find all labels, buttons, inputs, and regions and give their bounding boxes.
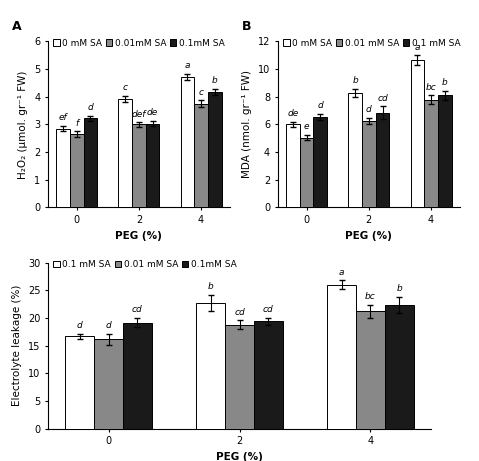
X-axis label: PEG (%): PEG (%) bbox=[345, 230, 392, 241]
Legend: 0 mM SA, 0.01 mM SA, 0.1 mM SA: 0 mM SA, 0.01 mM SA, 0.1 mM SA bbox=[282, 38, 461, 48]
Y-axis label: MDA (nmol. gr⁻¹ FW): MDA (nmol. gr⁻¹ FW) bbox=[242, 71, 252, 178]
Text: A: A bbox=[11, 20, 21, 33]
Bar bbox=[254, 321, 283, 429]
Bar bbox=[132, 124, 146, 207]
Legend: 0 mM SA, 0.01mM SA, 0.1mM SA: 0 mM SA, 0.01mM SA, 0.1mM SA bbox=[52, 38, 226, 48]
Text: f: f bbox=[75, 119, 78, 128]
Text: b: b bbox=[352, 76, 358, 85]
Text: d: d bbox=[366, 105, 372, 114]
Text: ef: ef bbox=[59, 113, 68, 122]
Bar bbox=[313, 117, 327, 207]
Bar bbox=[65, 337, 94, 429]
Bar bbox=[70, 134, 83, 207]
Text: a: a bbox=[339, 268, 344, 277]
Bar bbox=[118, 99, 132, 207]
Text: a: a bbox=[415, 43, 420, 52]
Bar bbox=[411, 60, 424, 207]
Bar bbox=[362, 121, 376, 207]
Bar bbox=[194, 104, 208, 207]
Bar bbox=[196, 303, 225, 429]
Text: cd: cd bbox=[234, 307, 245, 317]
Y-axis label: Electrolyte leakage (%): Electrolyte leakage (%) bbox=[12, 285, 22, 407]
Bar bbox=[123, 323, 152, 429]
Bar bbox=[56, 129, 70, 207]
Bar bbox=[83, 118, 97, 207]
Bar bbox=[438, 95, 452, 207]
Text: d: d bbox=[88, 103, 93, 112]
Text: bc: bc bbox=[365, 292, 376, 301]
Text: def: def bbox=[132, 110, 146, 118]
Legend: 0.1 mM SA, 0.01 mM SA, 0.1mM SA: 0.1 mM SA, 0.01 mM SA, 0.1mM SA bbox=[52, 259, 237, 270]
Text: B: B bbox=[241, 20, 251, 33]
Text: d: d bbox=[106, 321, 112, 330]
Text: a: a bbox=[185, 61, 190, 70]
Bar bbox=[385, 305, 414, 429]
Text: d: d bbox=[77, 321, 82, 330]
Bar bbox=[348, 93, 362, 207]
Bar bbox=[356, 312, 385, 429]
Text: e: e bbox=[304, 122, 309, 131]
Text: b: b bbox=[397, 284, 402, 293]
Bar bbox=[300, 137, 313, 207]
Text: bc: bc bbox=[426, 83, 436, 92]
Text: cd: cd bbox=[132, 306, 143, 314]
X-axis label: PEG (%): PEG (%) bbox=[216, 452, 263, 461]
Y-axis label: H₂O₂ (μmol. gr⁻¹ FW): H₂O₂ (μmol. gr⁻¹ FW) bbox=[19, 70, 28, 179]
Text: c: c bbox=[123, 83, 128, 92]
Text: de: de bbox=[287, 109, 298, 118]
Text: c: c bbox=[199, 88, 204, 97]
Text: de: de bbox=[147, 108, 158, 117]
Bar bbox=[327, 285, 356, 429]
Text: b: b bbox=[442, 78, 447, 87]
Text: cd: cd bbox=[263, 306, 274, 314]
Text: d: d bbox=[318, 101, 323, 111]
Bar bbox=[225, 325, 254, 429]
Bar bbox=[376, 112, 389, 207]
Text: b: b bbox=[208, 282, 214, 291]
Bar bbox=[286, 124, 300, 207]
Text: cd: cd bbox=[377, 94, 388, 103]
Bar bbox=[181, 77, 194, 207]
Bar bbox=[424, 100, 438, 207]
Bar bbox=[94, 339, 123, 429]
Bar bbox=[208, 92, 222, 207]
X-axis label: PEG (%): PEG (%) bbox=[115, 230, 162, 241]
Bar bbox=[146, 124, 160, 207]
Text: b: b bbox=[212, 77, 217, 85]
